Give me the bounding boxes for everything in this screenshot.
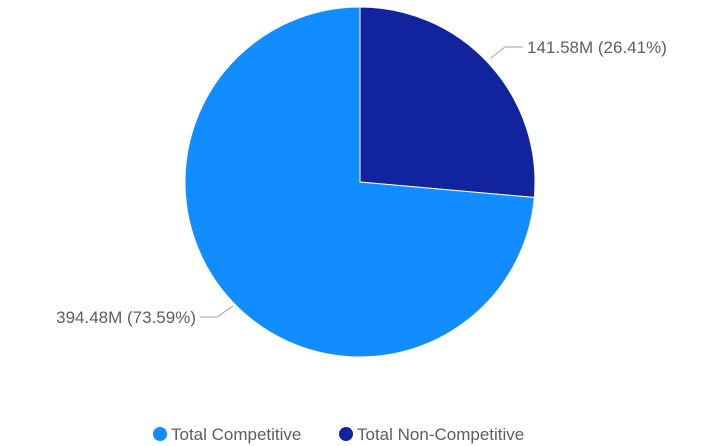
- legend-label-total-competitive: Total Competitive: [171, 425, 301, 444]
- leader-line-total-competitive: [200, 305, 234, 318]
- data-label-text-total-competitive: 394.48M (73.59%): [56, 308, 196, 327]
- leader-line-total-non-competitive: [490, 46, 523, 59]
- data-label-total-non-competitive: 141.58M (26.41%): [490, 38, 667, 59]
- legend-marker-total-competitive: [153, 427, 167, 441]
- legend-item-total-non-competitive[interactable]: Total Non-Competitive: [339, 425, 524, 444]
- data-label-total-competitive: 394.48M (73.59%): [56, 305, 234, 327]
- pie-slice-total-non-competitive[interactable]: [359, 6, 536, 199]
- data-label-text-total-non-competitive: 141.58M (26.41%): [527, 38, 667, 57]
- pie-slices: [184, 6, 536, 358]
- legend: Total Competitive Total Non-Competitive: [153, 425, 524, 444]
- legend-label-total-non-competitive: Total Non-Competitive: [357, 425, 524, 444]
- pie-slice-total-competitive[interactable]: [184, 6, 535, 358]
- legend-marker-total-non-competitive: [339, 427, 353, 441]
- legend-item-total-competitive[interactable]: Total Competitive: [153, 425, 301, 444]
